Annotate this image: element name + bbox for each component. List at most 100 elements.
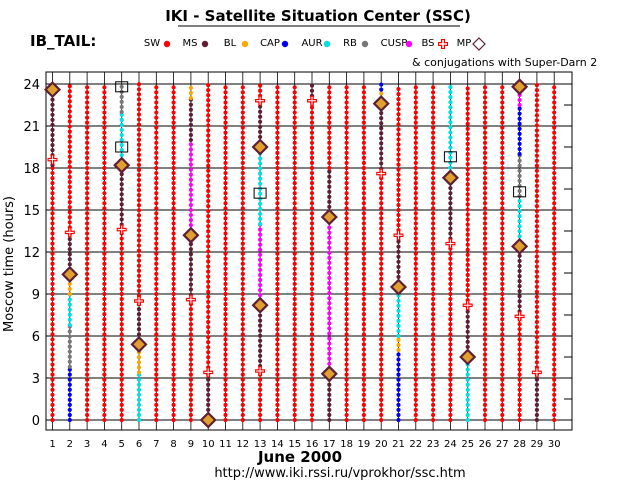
region-point-sw: [154, 211, 159, 216]
region-point-sw: [240, 342, 245, 347]
region-point-sw: [379, 347, 384, 352]
region-point-sw: [465, 187, 470, 192]
region-point-sw: [361, 312, 366, 317]
region-point-sw: [67, 220, 72, 225]
region-point-sw: [50, 352, 55, 357]
region-point-sw: [482, 312, 488, 317]
region-point-sw: [379, 362, 384, 367]
region-point-ms: [379, 161, 384, 166]
region-point-sw: [534, 345, 540, 350]
region-point-sw: [206, 279, 211, 284]
region-point-sw: [448, 317, 453, 322]
region-point-bl: [396, 337, 401, 343]
region-point-sw: [223, 286, 228, 292]
region-point-sw: [361, 95, 366, 100]
region-point-ms: [136, 317, 142, 322]
region-point-sw: [534, 203, 540, 209]
region-point-sw: [534, 319, 540, 325]
region-point-sw: [552, 392, 557, 397]
region-point-sw: [552, 110, 557, 115]
region-point-sw: [275, 402, 280, 407]
plot-area: [43, 71, 573, 431]
region-point-aur: [119, 153, 124, 158]
region-point-sw: [85, 372, 90, 377]
region-point-sw: [344, 206, 349, 211]
region-point-sw: [136, 268, 142, 273]
day-column-1: [43, 81, 62, 423]
region-point-sw: [534, 108, 540, 113]
region-point-sw: [154, 387, 159, 392]
region-point-sw: [500, 347, 505, 352]
region-point-sw: [67, 215, 72, 220]
region-point-sw: [448, 412, 453, 418]
region-point-sw: [223, 175, 228, 181]
region-point-cap: [396, 387, 401, 392]
region-point-sw: [240, 120, 245, 125]
region-point-sw: [413, 231, 418, 236]
region-point-sw: [292, 115, 297, 120]
region-point-sw: [85, 307, 90, 312]
region-point-sw: [292, 307, 297, 312]
region-point-sw: [396, 187, 401, 192]
region-point-sw: [171, 231, 176, 236]
region-point-cap: [67, 412, 72, 418]
region-point-cusp: [327, 356, 332, 361]
region-point-sw: [396, 167, 401, 172]
region-point-sw: [102, 387, 107, 392]
region-point-sw: [413, 291, 418, 297]
region-point-ms: [327, 169, 332, 174]
region-point-sw: [275, 357, 280, 362]
region-point-sw: [552, 286, 557, 292]
region-point-ms: [188, 127, 193, 133]
region-point-sw: [309, 382, 315, 387]
region-point-sw: [67, 84, 72, 89]
region-point-sw: [500, 337, 505, 342]
region-point-sw: [171, 347, 176, 352]
region-point-ms: [119, 217, 124, 222]
region-point-sw: [465, 272, 470, 278]
region-point-sw: [275, 387, 280, 392]
region-point-sw: [206, 309, 211, 315]
region-point-sw: [413, 281, 418, 287]
region-point-sw: [102, 241, 107, 246]
region-point-sw: [465, 177, 470, 182]
region-point-aur: [448, 130, 453, 135]
region-point-sw: [500, 352, 505, 357]
region-point-sw: [85, 201, 90, 206]
region-point-sw: [431, 135, 436, 140]
region-point-sw: [223, 342, 228, 347]
region-point-sw: [223, 261, 228, 266]
region-point-sw: [448, 312, 453, 317]
region-point-sw: [188, 327, 193, 332]
region-point-ms: [309, 88, 315, 93]
region-point-sw: [188, 362, 193, 367]
region-point-sw: [309, 170, 315, 176]
region-point-sw: [206, 229, 211, 234]
superdarn-conjugation-box: [115, 81, 129, 93]
region-point-sw: [136, 107, 142, 112]
region-point-sw: [327, 115, 332, 120]
region-point-sw: [102, 105, 107, 110]
region-point-aur: [136, 407, 142, 413]
region-point-sw: [292, 342, 297, 347]
region-point-sw: [240, 216, 245, 221]
region-point-sw: [292, 387, 297, 392]
region-point-sw: [275, 332, 280, 337]
region-point-sw: [85, 301, 90, 307]
region-point-sw: [413, 301, 418, 307]
region-point-bl: [136, 365, 142, 370]
region-point-sw: [154, 271, 159, 276]
region-point-sw: [361, 105, 366, 110]
region-point-sw: [431, 150, 436, 155]
region-point-sw: [500, 261, 505, 266]
region-point-sw: [240, 271, 245, 276]
region-point-cap: [396, 352, 401, 357]
region-point-rb: [517, 193, 522, 199]
region-point-sw: [154, 145, 159, 150]
region-point-sw: [431, 130, 436, 135]
region-point-sw: [50, 186, 55, 191]
region-point-ms: [396, 264, 401, 269]
region-point-aur: [67, 297, 72, 302]
region-point-aur: [465, 412, 470, 418]
region-point-sw: [154, 191, 159, 196]
